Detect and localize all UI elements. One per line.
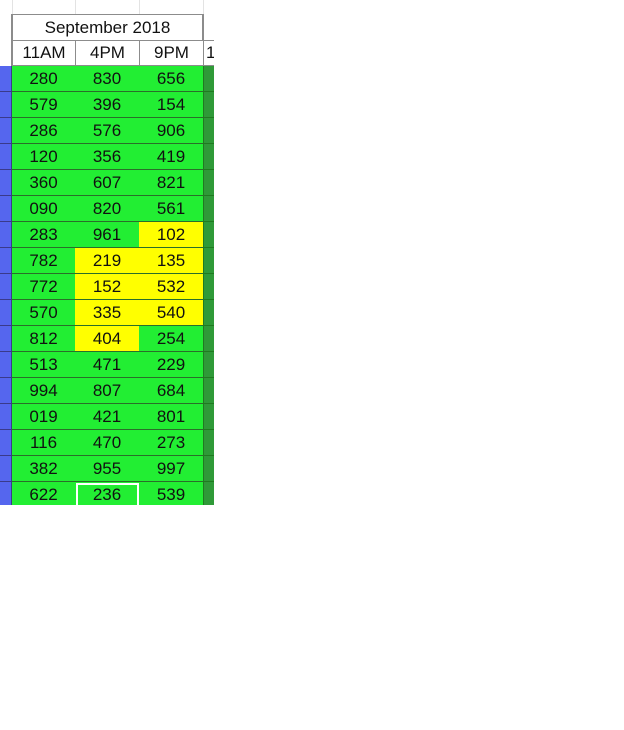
value-cell-4pm[interactable]: 471	[75, 352, 140, 378]
left-adjacent-cell[interactable]	[0, 482, 12, 505]
value-cell-9pm[interactable]: 656	[139, 66, 204, 92]
right-adjacent-cell[interactable]	[203, 430, 214, 456]
left-adjacent-cell[interactable]	[0, 92, 12, 118]
left-adjacent-cell[interactable]	[0, 430, 12, 456]
header-4pm[interactable]: 4PM	[75, 40, 140, 66]
value-cell-11am[interactable]: 994	[12, 378, 76, 404]
value-cell-11am[interactable]: 116	[12, 430, 76, 456]
value-cell-11am[interactable]: 283	[12, 222, 76, 248]
value-cell-11am[interactable]: 579	[12, 92, 76, 118]
right-adjacent-cell[interactable]	[203, 326, 214, 352]
value-cell-4pm[interactable]: 470	[75, 430, 140, 456]
value-cell-4pm[interactable]: 961	[75, 222, 140, 248]
right-adjacent-cell[interactable]	[203, 248, 214, 274]
value-cell-4pm[interactable]: 807	[75, 378, 140, 404]
value-cell-4pm[interactable]: 152	[75, 274, 140, 300]
right-adjacent-cell[interactable]	[203, 118, 214, 144]
left-adjacent-cell[interactable]	[0, 352, 12, 378]
value-cell-4pm[interactable]: 576	[75, 118, 140, 144]
value-cell-4pm[interactable]: 404	[75, 326, 140, 352]
left-adjacent-cell[interactable]	[0, 456, 12, 482]
right-adjacent-cell[interactable]	[203, 352, 214, 378]
value-cell-11am[interactable]: 090	[12, 196, 76, 222]
value-cell-9pm[interactable]: 801	[139, 404, 204, 430]
value-cell-9pm[interactable]: 997	[139, 456, 204, 482]
value-cell-4pm[interactable]: 335	[75, 300, 140, 326]
value-cell-11am[interactable]: 360	[12, 170, 76, 196]
value-cell-11am[interactable]: 019	[12, 404, 76, 430]
right-adjacent-cell[interactable]	[203, 66, 214, 92]
left-adjacent-cell[interactable]	[0, 274, 12, 300]
value-cell-4pm[interactable]: 955	[75, 456, 140, 482]
value-cell-9pm[interactable]: 561	[139, 196, 204, 222]
value-cell-11am[interactable]: 812	[12, 326, 76, 352]
left-adjacent-cell[interactable]	[0, 170, 12, 196]
left-adjacent-cell[interactable]	[0, 144, 12, 170]
value-cell-9pm[interactable]: 102	[139, 222, 204, 248]
value-cell-9pm[interactable]: 135	[139, 248, 204, 274]
value-cell-11am[interactable]: 382	[12, 456, 76, 482]
value-cell-9pm[interactable]: 419	[139, 144, 204, 170]
value-cell-9pm[interactable]: 532	[139, 274, 204, 300]
left-adjacent-cell[interactable]	[0, 222, 12, 248]
right-column-header-cell[interactable]	[203, 14, 214, 41]
left-adjacent-cell[interactable]	[0, 118, 12, 144]
right-adjacent-cell[interactable]	[203, 92, 214, 118]
row-above-title	[0, 0, 214, 14]
value-cell-11am[interactable]: 120	[12, 144, 76, 170]
value-cell-4pm[interactable]: 830	[75, 66, 140, 92]
right-adjacent-cell[interactable]	[203, 222, 214, 248]
value-cell-9pm[interactable]: 254	[139, 326, 204, 352]
value-cell-9pm[interactable]: 821	[139, 170, 204, 196]
right-adjacent-cell[interactable]	[203, 456, 214, 482]
value-cell-4pm[interactable]: 820	[75, 196, 140, 222]
value-cell-9pm[interactable]: 684	[139, 378, 204, 404]
value-cell-11am[interactable]: 622	[12, 482, 76, 505]
value-cell-11am[interactable]: 513	[12, 352, 76, 378]
right-adjacent-cell[interactable]	[203, 274, 214, 300]
left-adjacent-cell[interactable]	[0, 404, 12, 430]
value-cell-4pm[interactable]: 356	[75, 144, 140, 170]
selected-cell[interactable]: 236	[75, 482, 140, 505]
value-cell-11am[interactable]: 570	[12, 300, 76, 326]
right-adjacent-cell[interactable]	[203, 404, 214, 430]
value-cell-4pm[interactable]: 396	[75, 92, 140, 118]
left-adjacent-cell[interactable]	[0, 66, 12, 92]
right-adjacent-cell[interactable]	[203, 196, 214, 222]
header-next-partial[interactable]: 1	[203, 40, 214, 66]
value-cell-9pm[interactable]: 229	[139, 352, 204, 378]
right-adjacent-cell[interactable]	[203, 144, 214, 170]
month-title-cell[interactable]: September 2018	[12, 14, 203, 41]
right-adjacent-cell[interactable]	[203, 170, 214, 196]
left-column-header-cell[interactable]	[0, 14, 12, 67]
value-cell-9pm[interactable]: 154	[139, 92, 204, 118]
value-cell-4pm[interactable]: 219	[75, 248, 140, 274]
right-adjacent-cell[interactable]	[203, 482, 214, 505]
value-cell-11am[interactable]: 286	[12, 118, 76, 144]
value-cell-11am[interactable]: 280	[12, 66, 76, 92]
left-adjacent-cell[interactable]	[0, 378, 12, 404]
value-cell-11am[interactable]: 782	[12, 248, 76, 274]
header-9pm[interactable]: 9PM	[139, 40, 204, 66]
right-adjacent-cell[interactable]	[203, 300, 214, 326]
left-adjacent-cell[interactable]	[0, 300, 12, 326]
left-adjacent-cell[interactable]	[0, 326, 12, 352]
value-cell-9pm[interactable]: 906	[139, 118, 204, 144]
header-11am[interactable]: 11AM	[12, 40, 76, 66]
value-cell-11am[interactable]: 772	[12, 274, 76, 300]
value-cell-4pm[interactable]: 607	[75, 170, 140, 196]
value-cell-9pm[interactable]: 539	[139, 482, 204, 505]
value-cell-9pm[interactable]: 273	[139, 430, 204, 456]
left-adjacent-cell[interactable]	[0, 196, 12, 222]
value-cell-4pm[interactable]: 421	[75, 404, 140, 430]
value-cell-9pm[interactable]: 540	[139, 300, 204, 326]
left-adjacent-cell[interactable]	[0, 248, 12, 274]
right-adjacent-cell[interactable]	[203, 378, 214, 404]
